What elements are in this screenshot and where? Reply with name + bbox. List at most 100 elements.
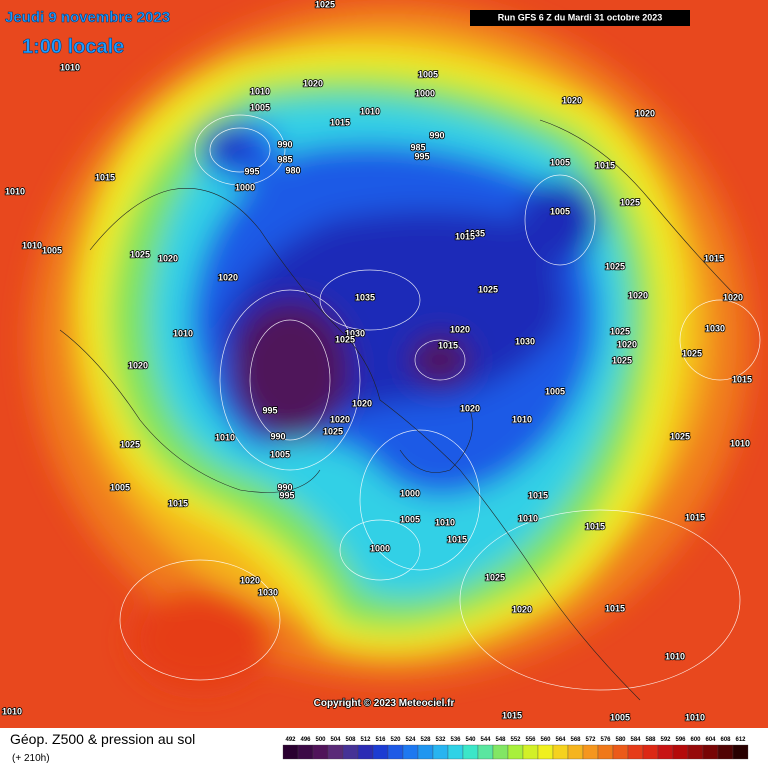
pressure-label: 1025: [315, 0, 335, 9]
pressure-label: 1000: [400, 488, 420, 498]
pressure-label: 1025: [612, 355, 632, 365]
scale-swatch: [387, 744, 404, 760]
pressure-label: 1025: [605, 261, 625, 271]
scale-swatch: [567, 744, 584, 760]
pressure-label: 995: [244, 166, 259, 176]
scale-swatch: [417, 744, 434, 760]
scale-swatch: [522, 744, 539, 760]
scale-swatch: [507, 744, 524, 760]
scale-swatch: [672, 744, 689, 760]
scale-label: 508: [345, 737, 356, 743]
pressure-label: 1005: [400, 514, 420, 524]
pressure-label: 1010: [360, 106, 380, 116]
isobars: [119, 114, 761, 691]
pressure-label: 1020: [218, 272, 238, 282]
pressure-label: 1010: [512, 414, 532, 424]
pressure-label: 1020: [628, 290, 648, 300]
pressure-label: 1005: [550, 206, 570, 216]
pressure-label: 1005: [545, 386, 565, 396]
pressure-label: 1025: [670, 431, 690, 441]
scale-label: 556: [525, 737, 536, 743]
scale-swatch: [597, 744, 614, 760]
pressure-label: 1010: [685, 712, 705, 722]
pressure-label: 1025: [478, 284, 498, 294]
pressure-label: 1020: [128, 360, 148, 370]
scale-label: 528: [420, 737, 431, 743]
scale-swatch: [717, 744, 734, 760]
pressure-label: 990: [429, 130, 444, 140]
pressure-label: 1010: [435, 517, 455, 527]
pressure-label: 1025: [120, 439, 140, 449]
pressure-label: 1000: [370, 543, 390, 553]
pressure-label: 1025: [130, 249, 150, 259]
scale-label: 564: [555, 737, 566, 743]
pressure-label: 1015: [595, 160, 615, 170]
pressure-label: 1010: [215, 432, 235, 442]
pressure-label: 1005: [550, 157, 570, 167]
pressure-label: 990: [277, 482, 292, 492]
pressure-label: 1025: [485, 572, 505, 582]
scale-label: 524: [405, 737, 416, 743]
pressure-label: 1020: [330, 414, 350, 424]
pressure-label: 1000: [415, 88, 435, 98]
pressure-label: 1015: [605, 603, 625, 613]
pressure-label: 1020: [635, 108, 655, 118]
pressure-label: 995: [262, 405, 277, 415]
scale-label: 612: [735, 737, 746, 743]
scale-swatch: [462, 744, 479, 760]
pressure-label: 1005: [418, 69, 438, 79]
pressure-label: 1015: [732, 374, 752, 384]
scale-swatch: [642, 744, 659, 760]
color-scale: 492 496 500 504 508 512 516 520 524 528 532 536 540 5…: [282, 737, 749, 760]
pressure-label: 1005: [270, 449, 290, 459]
scale-label: 592: [660, 737, 671, 743]
pressure-label: 1015: [502, 710, 522, 720]
pressure-label: 1025: [620, 197, 640, 207]
pressure-label: 1015: [168, 498, 188, 508]
pressure-label: 1025: [610, 326, 630, 336]
scale-swatch: [582, 744, 599, 760]
pressure-label: 1020: [352, 398, 372, 408]
pressure-label: 1015: [704, 253, 724, 263]
pressure-label: 1025: [682, 348, 702, 358]
scale-swatch: [432, 744, 449, 760]
pressure-label: 1010: [2, 706, 22, 716]
scale-label: 560: [540, 737, 551, 743]
scale-swatch: [372, 744, 389, 760]
pressure-label: 1015: [685, 512, 705, 522]
pressure-label: 985: [277, 154, 292, 164]
pressure-label: 985: [410, 142, 425, 152]
scale-swatch: [447, 744, 464, 760]
pressure-label: 1005: [110, 482, 130, 492]
pressure-label: 1030: [515, 336, 535, 346]
valid-date: Jeudi 9 novembre 2023: [5, 9, 170, 26]
pressure-label: 1015: [95, 172, 115, 182]
pressure-label: 995: [414, 151, 429, 161]
scale-label: 600: [690, 737, 701, 743]
pressure-label: 1015: [438, 340, 458, 350]
scale-swatch: [402, 744, 419, 760]
run-banner: [470, 10, 690, 26]
scale-swatch: [702, 744, 719, 760]
scale-label: 552: [510, 737, 521, 743]
lead-time: (+ 210h): [12, 753, 50, 764]
scale-label: 596: [675, 737, 686, 743]
pressure-labels: 1025 1010 1020 1005 1000 1010 1015 1010 1005 990 9…: [1, 0, 753, 723]
scale-label: 584: [630, 737, 641, 743]
pressure-label: 1010: [60, 62, 80, 72]
scale-label: 516: [375, 737, 386, 743]
pressure-label: 1015: [455, 231, 475, 241]
pressure-label: 1015: [528, 490, 548, 500]
scale-label: 572: [585, 737, 596, 743]
pressure-label: 1020: [617, 339, 637, 349]
scale-label: 604: [705, 737, 716, 743]
pressure-label: 1030: [345, 328, 365, 338]
scale-swatch: [477, 744, 494, 760]
scale-swatch: [537, 744, 554, 760]
scale-swatch: [627, 744, 644, 760]
pressure-label: 990: [277, 139, 292, 149]
pressure-label: 1020: [240, 575, 260, 585]
scale-swatch: [552, 744, 569, 760]
